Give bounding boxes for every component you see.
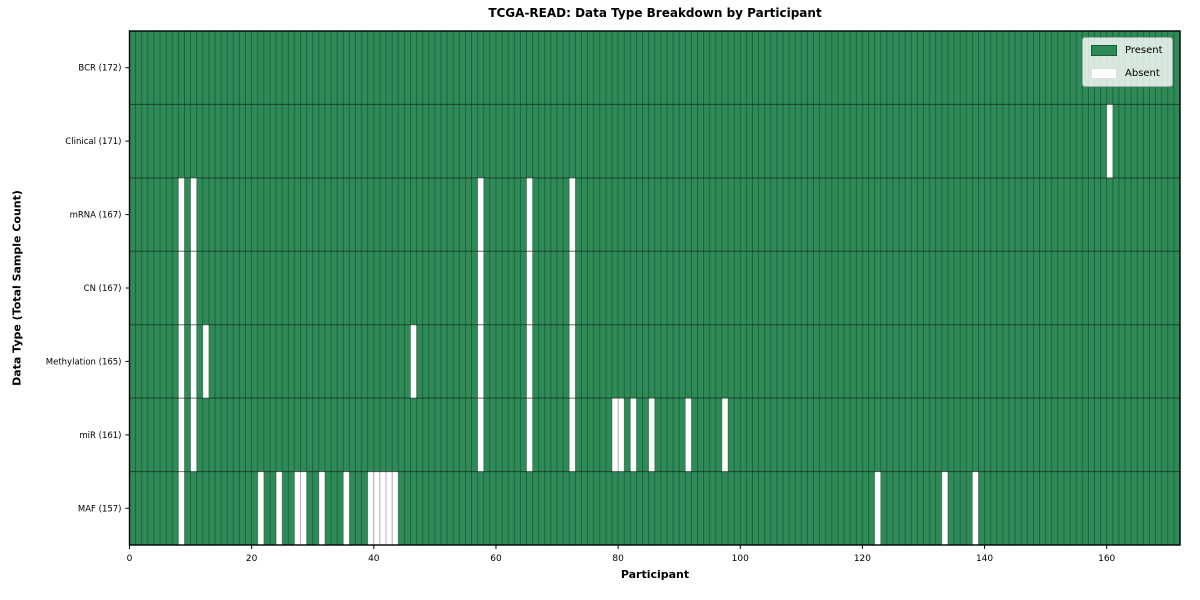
y-tick-label-mRNA: mRNA (167) xyxy=(70,211,122,221)
absent-cell-Methylation-72 xyxy=(569,324,576,399)
absent-cell-CN-57 xyxy=(477,251,484,325)
absent-cell-MAF-39 xyxy=(367,471,374,545)
absent-cell-MAF-40 xyxy=(373,471,380,545)
legend-label-present: Present xyxy=(1125,45,1163,56)
absent-cell-miR-91 xyxy=(685,398,692,472)
absent-cell-miR-10 xyxy=(190,398,197,472)
row-present-mRNA xyxy=(129,177,1180,252)
absent-cell-MAF-42 xyxy=(386,471,393,545)
absent-cell-miR-85 xyxy=(648,398,655,472)
absent-cell-MAF-35 xyxy=(343,471,350,545)
absent-cell-Methylation-12 xyxy=(202,324,209,399)
x-tick-label: 60 xyxy=(490,554,502,564)
y-tick-label-BCR: BCR (172) xyxy=(78,64,121,74)
absent-cell-mRNA-72 xyxy=(569,177,576,252)
chart-title: TCGA-READ: Data Type Breakdown by Partic… xyxy=(488,6,822,20)
absent-cell-mRNA-65 xyxy=(526,177,533,252)
absent-cell-MAF-122 xyxy=(874,471,881,545)
absent-swatch xyxy=(1091,68,1117,79)
absent-cell-CN-8 xyxy=(178,251,185,325)
absent-cell-miR-57 xyxy=(477,398,484,472)
x-tick-label: 20 xyxy=(246,554,258,564)
y-tick-label-miR: miR (161) xyxy=(79,431,121,441)
legend-label-absent: Absent xyxy=(1125,68,1160,79)
absent-cell-miR-65 xyxy=(526,398,533,472)
absent-cell-miR-82 xyxy=(630,398,637,472)
absent-cell-miR-8 xyxy=(178,398,185,472)
x-tick-label: 40 xyxy=(368,554,380,564)
x-tick-label: 0 xyxy=(127,554,133,564)
absent-cell-mRNA-8 xyxy=(178,177,185,252)
absent-cell-miR-97 xyxy=(721,398,729,472)
y-tick-label-Clinical: Clinical (171) xyxy=(65,137,121,147)
row-present-Clinical xyxy=(129,104,1180,178)
legend-entry-absent: Absent xyxy=(1091,68,1164,79)
absent-cell-MAF-27 xyxy=(294,471,301,545)
absent-cell-MAF-8 xyxy=(178,471,185,545)
y-tick-label-CN: CN (167) xyxy=(84,284,122,294)
row-divider-lines xyxy=(129,103,1180,473)
absent-cell-miR-72 xyxy=(569,398,576,472)
absent-cell-MAF-41 xyxy=(379,471,387,545)
absent-cell-CN-72 xyxy=(569,251,576,325)
legend-entry-present: Present xyxy=(1091,45,1164,56)
x-tick-label: 160 xyxy=(1098,554,1115,564)
absent-cell-MAF-133 xyxy=(941,471,948,545)
row-present-BCR xyxy=(129,31,1180,105)
absent-cell-mRNA-10 xyxy=(190,177,197,252)
absent-cell-Clinical-160 xyxy=(1106,104,1113,178)
absent-cell-Methylation-65 xyxy=(526,324,533,399)
y-tick-label-Methylation: Methylation (165) xyxy=(46,357,122,367)
legend: Present Absent xyxy=(1082,37,1173,87)
absent-cell-MAF-138 xyxy=(972,471,979,545)
absent-cell-MAF-28 xyxy=(300,471,307,545)
absent-cell-MAF-24 xyxy=(276,471,283,545)
absent-cell-MAF-43 xyxy=(392,471,399,545)
x-tick-label: 80 xyxy=(612,554,624,564)
absent-cell-mRNA-57 xyxy=(477,177,484,252)
x-tick-label: 100 xyxy=(732,554,749,564)
present-swatch xyxy=(1091,45,1117,56)
absent-cell-miR-79 xyxy=(611,398,619,472)
x-tick-label: 120 xyxy=(854,554,871,564)
x-tick-label: 140 xyxy=(976,554,993,564)
row-present-CN xyxy=(129,251,1180,325)
absent-cell-MAF-21 xyxy=(257,471,264,545)
absent-cell-Methylation-10 xyxy=(190,324,197,399)
row-present-Methylation xyxy=(129,324,1180,399)
absent-cell-CN-65 xyxy=(526,251,533,325)
absent-cell-Methylation-46 xyxy=(410,324,417,399)
y-tick-label-MAF: MAF (157) xyxy=(78,504,122,514)
x-axis-label: Participant xyxy=(620,568,690,581)
absent-cell-CN-10 xyxy=(190,251,197,325)
absent-cell-Methylation-8 xyxy=(178,324,185,399)
absent-cell-MAF-31 xyxy=(318,471,325,545)
absent-cell-miR-80 xyxy=(618,398,625,472)
absent-cell-Methylation-57 xyxy=(477,324,484,399)
